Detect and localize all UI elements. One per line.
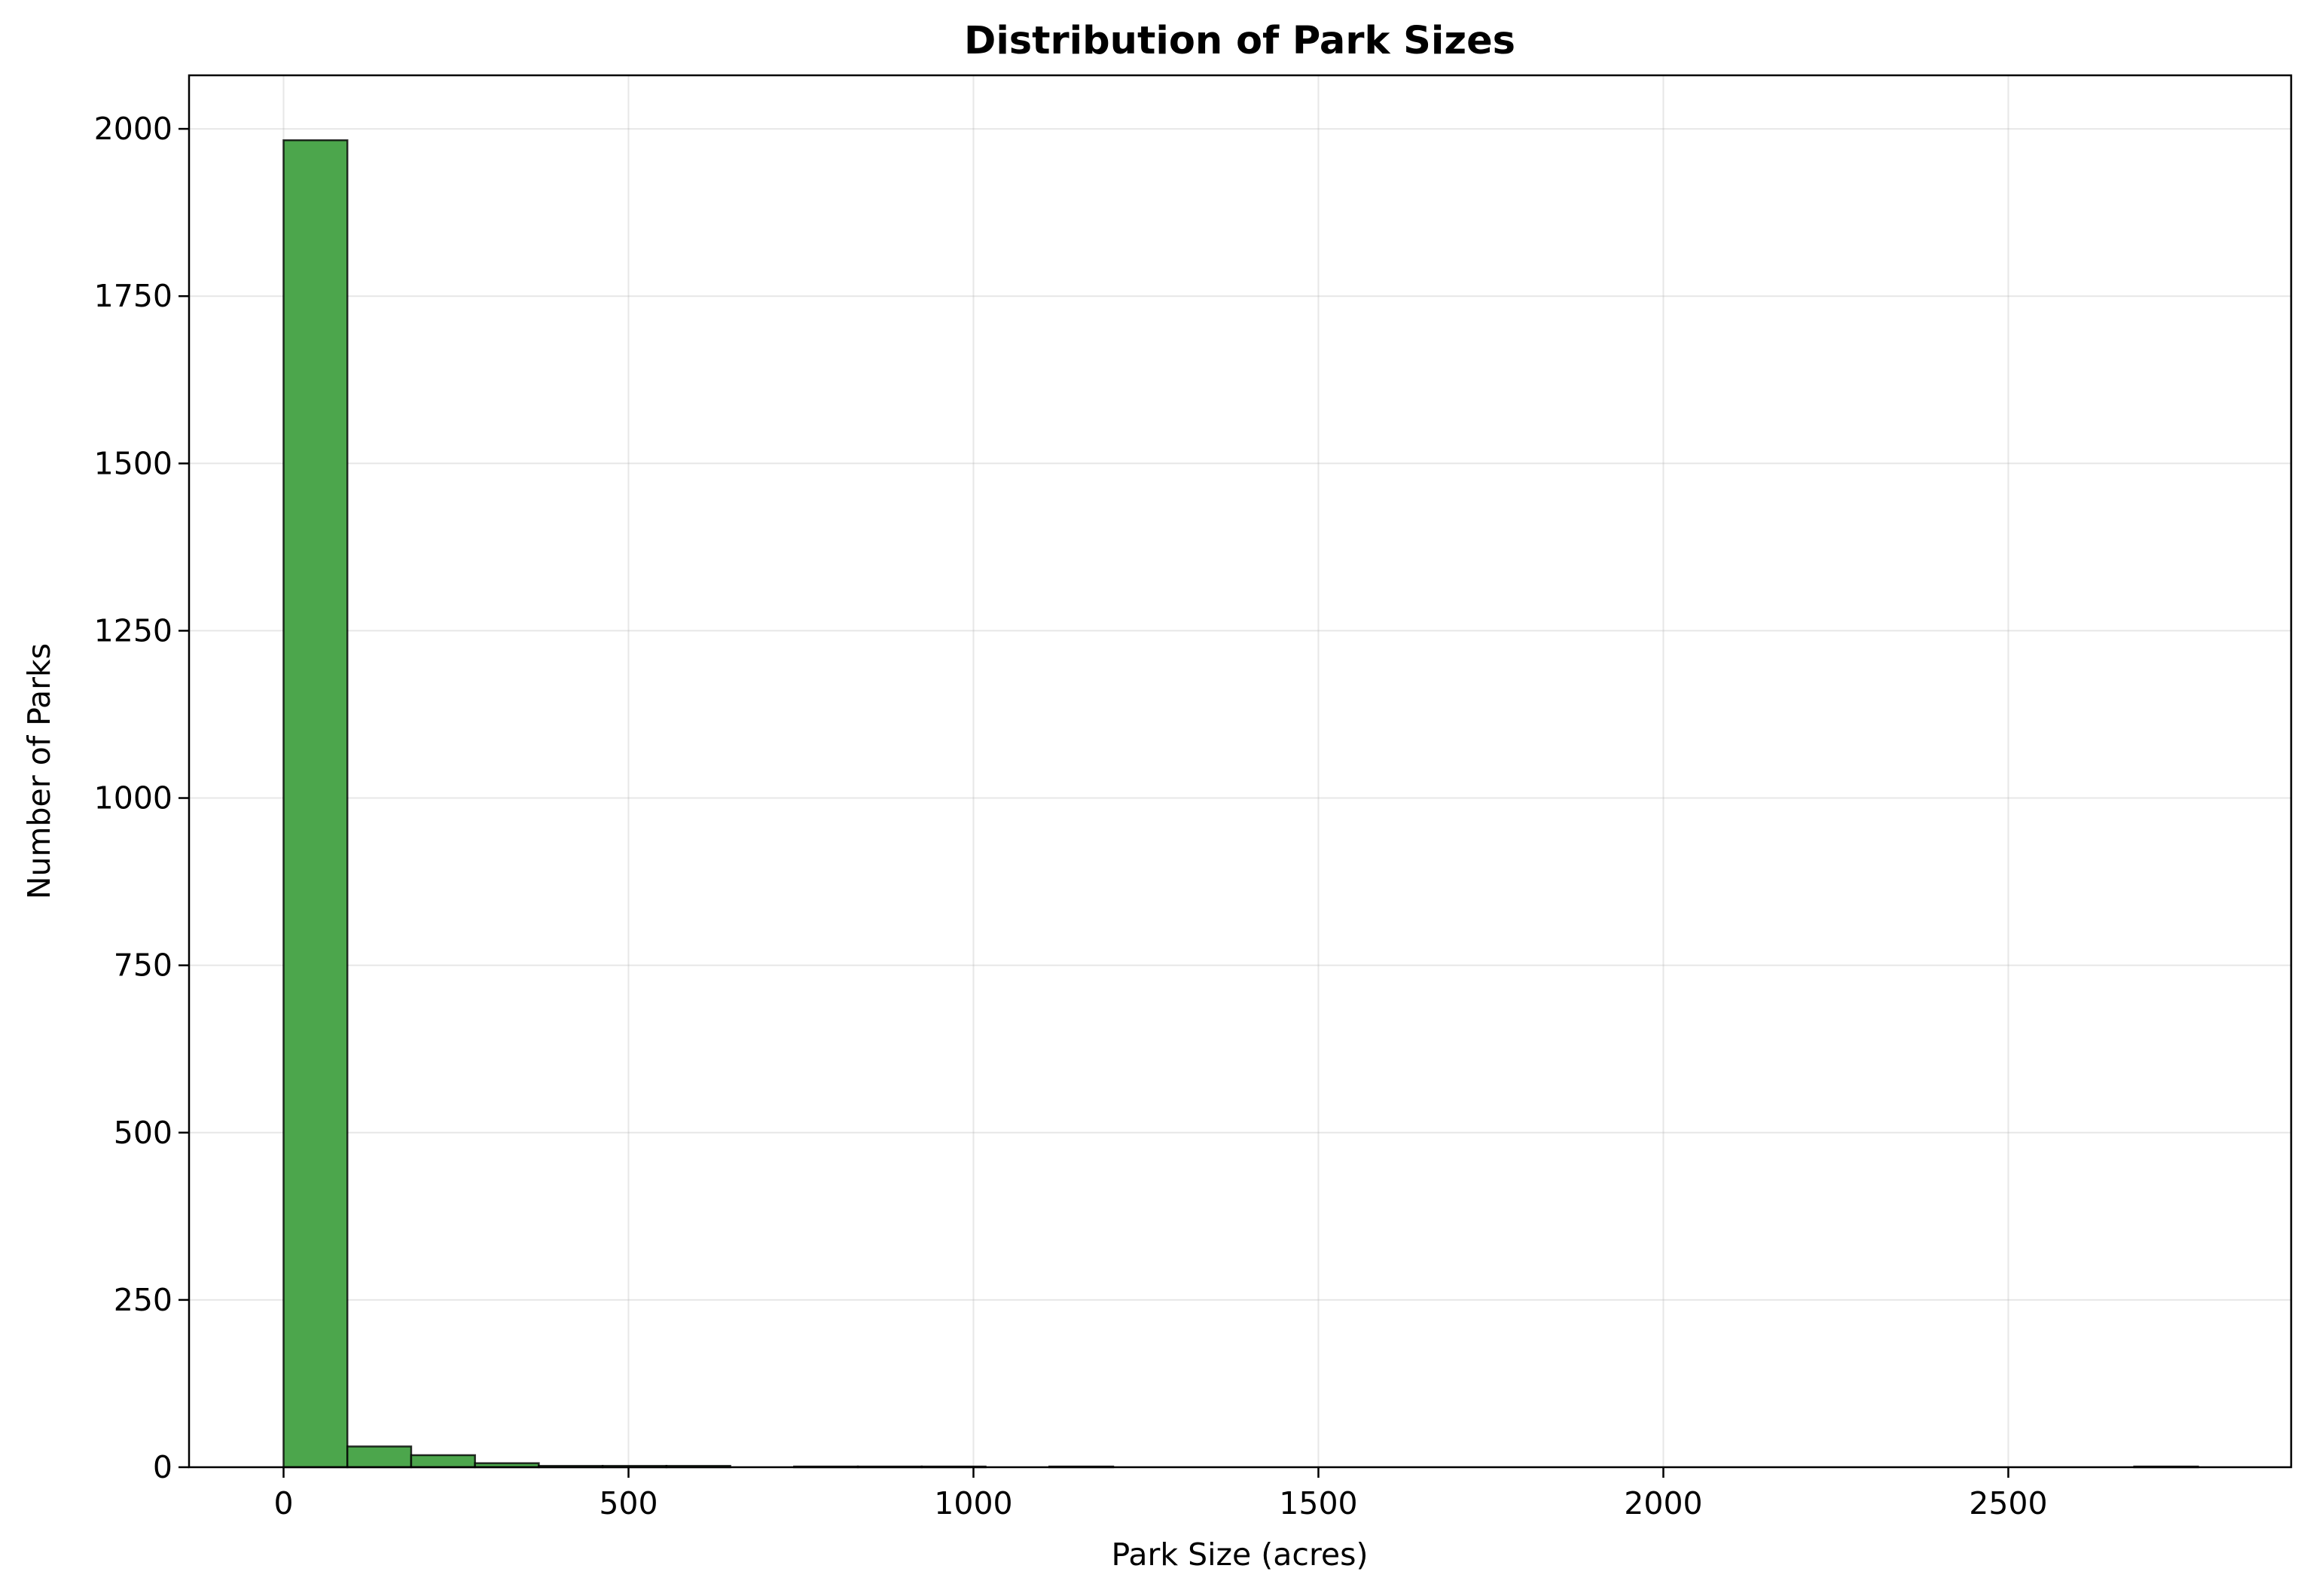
y-tick-label: 1000 xyxy=(94,780,172,816)
histogram-bar xyxy=(282,139,349,1469)
x-tick-label: 2500 xyxy=(1969,1485,2047,1521)
y-tick-label: 500 xyxy=(114,1115,172,1151)
y-tick-label: 1500 xyxy=(94,445,172,481)
y-axis-ticks: 0 250 500 750 1000 1250 1500 1750 2000 xyxy=(94,111,189,1485)
x-tick-label: 500 xyxy=(599,1485,658,1521)
y-tick-label: 0 xyxy=(153,1449,172,1485)
x-tick-label: 1000 xyxy=(934,1485,1012,1521)
x-tick-label: 2000 xyxy=(1624,1485,1702,1521)
histogram-bars xyxy=(282,139,2199,1469)
plot-area-frame xyxy=(188,74,2293,1469)
histogram-bar xyxy=(346,1445,413,1469)
y-tick-label: 750 xyxy=(114,948,172,984)
x-tick-label: 0 xyxy=(273,1485,293,1521)
y-tick-label: 1750 xyxy=(94,278,172,314)
grid-lines xyxy=(189,75,2291,1468)
histogram-bar xyxy=(410,1454,476,1469)
x-axis-ticks: 0 500 1000 1500 2000 2500 xyxy=(273,1467,2048,1521)
x-axis-label: Park Size (acres) xyxy=(1111,1536,1368,1573)
y-tick-label: 1250 xyxy=(94,612,172,648)
y-tick-label: 250 xyxy=(114,1282,172,1318)
x-tick-label: 1500 xyxy=(1279,1485,1357,1521)
y-axis-label: Number of Parks xyxy=(21,643,57,899)
y-tick-label: 2000 xyxy=(94,111,172,147)
chart-title: Distribution of Park Sizes xyxy=(964,19,1515,63)
